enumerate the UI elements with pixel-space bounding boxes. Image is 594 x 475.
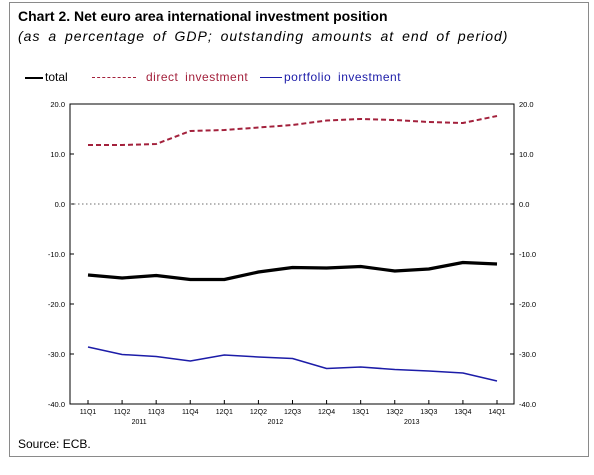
y-tick-label-right: 20.0 bbox=[519, 100, 534, 109]
x-tick-label: 13Q4 bbox=[454, 409, 471, 416]
x-tick-label: 11Q3 bbox=[148, 409, 165, 416]
x-tick-label: 13Q2 bbox=[386, 409, 403, 416]
year-label: 2011 bbox=[132, 419, 147, 426]
x-tick-label: 14Q1 bbox=[488, 409, 505, 416]
x-tick-label: 13Q1 bbox=[352, 409, 369, 416]
chart-frame bbox=[9, 2, 589, 457]
y-tick-label-right: -30.0 bbox=[519, 350, 536, 359]
y-tick-label-left: -30.0 bbox=[48, 350, 65, 359]
x-tick-label: 12Q3 bbox=[284, 409, 301, 416]
legend-swatch-direct-investment bbox=[92, 77, 136, 78]
chart-subtitle: (as a percentage of GDP; outstanding amo… bbox=[18, 28, 509, 44]
legend-swatch-portfolio-investment bbox=[260, 77, 282, 78]
y-tick-label-right: -40.0 bbox=[519, 400, 536, 409]
x-tick-label: 11Q2 bbox=[114, 409, 131, 416]
x-tick-label: 11Q4 bbox=[182, 409, 199, 416]
y-tick-label-left: 20.0 bbox=[50, 100, 65, 109]
series-line-portfolio-investment bbox=[87, 346, 498, 382]
year-label: 2013 bbox=[404, 419, 420, 426]
y-tick-label-left: -10.0 bbox=[48, 250, 65, 259]
x-tick-label: 12Q4 bbox=[318, 409, 335, 416]
x-tick-label: 11Q1 bbox=[80, 409, 97, 416]
legend-swatch-total bbox=[25, 77, 43, 79]
x-tick-label: 12Q2 bbox=[250, 409, 267, 416]
y-tick-label-left: -40.0 bbox=[48, 400, 65, 409]
y-tick-label-right: 0.0 bbox=[519, 200, 529, 209]
legend-label-total: total bbox=[45, 70, 68, 84]
series-line-total bbox=[87, 260, 498, 282]
y-tick-label-right: -20.0 bbox=[519, 300, 536, 309]
source-note: Source: ECB. bbox=[18, 437, 91, 451]
y-tick-label-left: 0.0 bbox=[55, 200, 65, 209]
year-label: 2012 bbox=[268, 419, 284, 426]
x-tick-label: 13Q3 bbox=[420, 409, 437, 416]
chart-title: Chart 2. Net euro area international inv… bbox=[18, 8, 388, 24]
legend-label-portfolio-investment: portfolio investment bbox=[284, 70, 402, 84]
y-tick-label-left: 10.0 bbox=[50, 150, 65, 159]
x-tick-label: 12Q1 bbox=[216, 409, 233, 416]
y-tick-label-right: -10.0 bbox=[519, 250, 536, 259]
legend-label-direct-investment: direct investment bbox=[146, 70, 249, 84]
series-line-direct-investment bbox=[88, 115, 498, 146]
y-tick-label-left: -20.0 bbox=[48, 300, 65, 309]
y-tick-label-right: 10.0 bbox=[519, 150, 534, 159]
